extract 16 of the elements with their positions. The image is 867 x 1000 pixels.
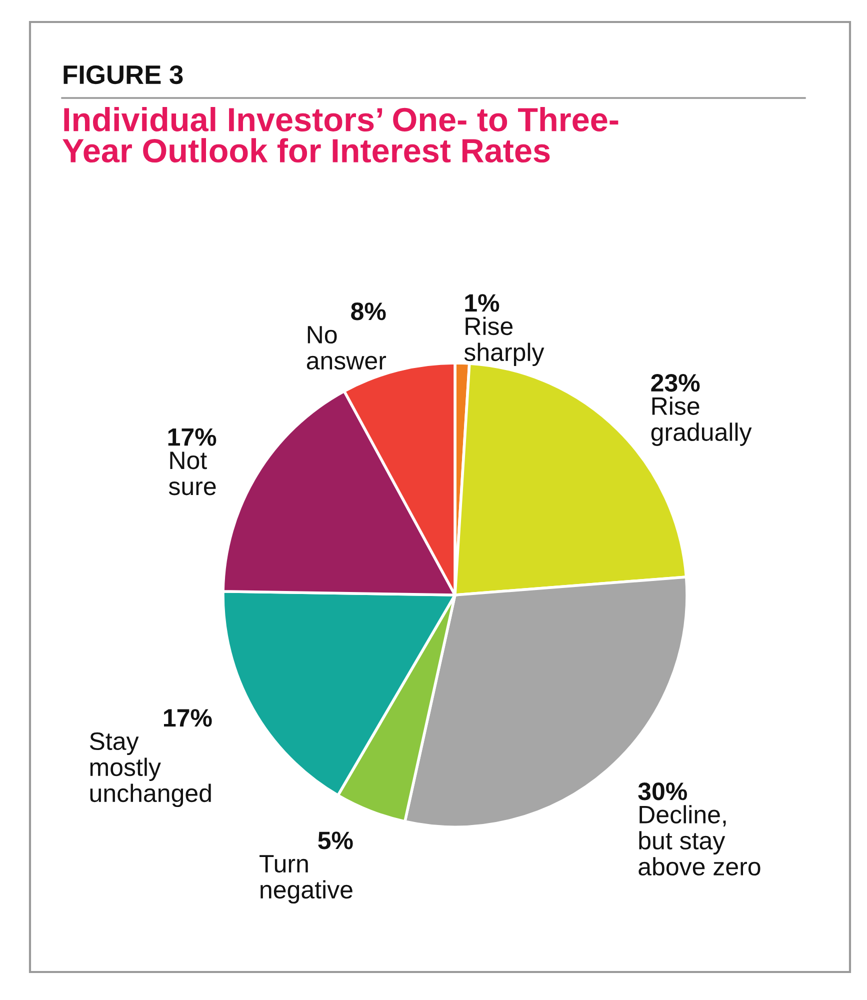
caption: FIGURE 3 bbox=[64, 65, 183, 84]
data-label: 30% bbox=[638, 782, 687, 800]
slice-label: No answer bbox=[306, 326, 386, 370]
data-label: 23% bbox=[651, 374, 700, 392]
slice-label: Rise sharply bbox=[464, 316, 544, 366]
data-label: 1% bbox=[465, 294, 500, 312]
data-label: 17% bbox=[164, 709, 212, 727]
slice-label: Turn negative bbox=[260, 855, 352, 904]
slice-label: Decline, but stay above zero bbox=[638, 805, 760, 876]
slice-label: Not sure bbox=[168, 452, 216, 496]
chart-title: Individual Investors’ One- to Three- Year Outlook for Interest Rates bbox=[62, 107, 618, 163]
slice-label: Rise gradually bbox=[651, 396, 752, 446]
data-label: 17% bbox=[168, 428, 216, 446]
data-label: 8% bbox=[351, 302, 386, 320]
data-label: 5% bbox=[318, 832, 353, 850]
slice-label: Stay mostly unchanged bbox=[90, 732, 211, 808]
